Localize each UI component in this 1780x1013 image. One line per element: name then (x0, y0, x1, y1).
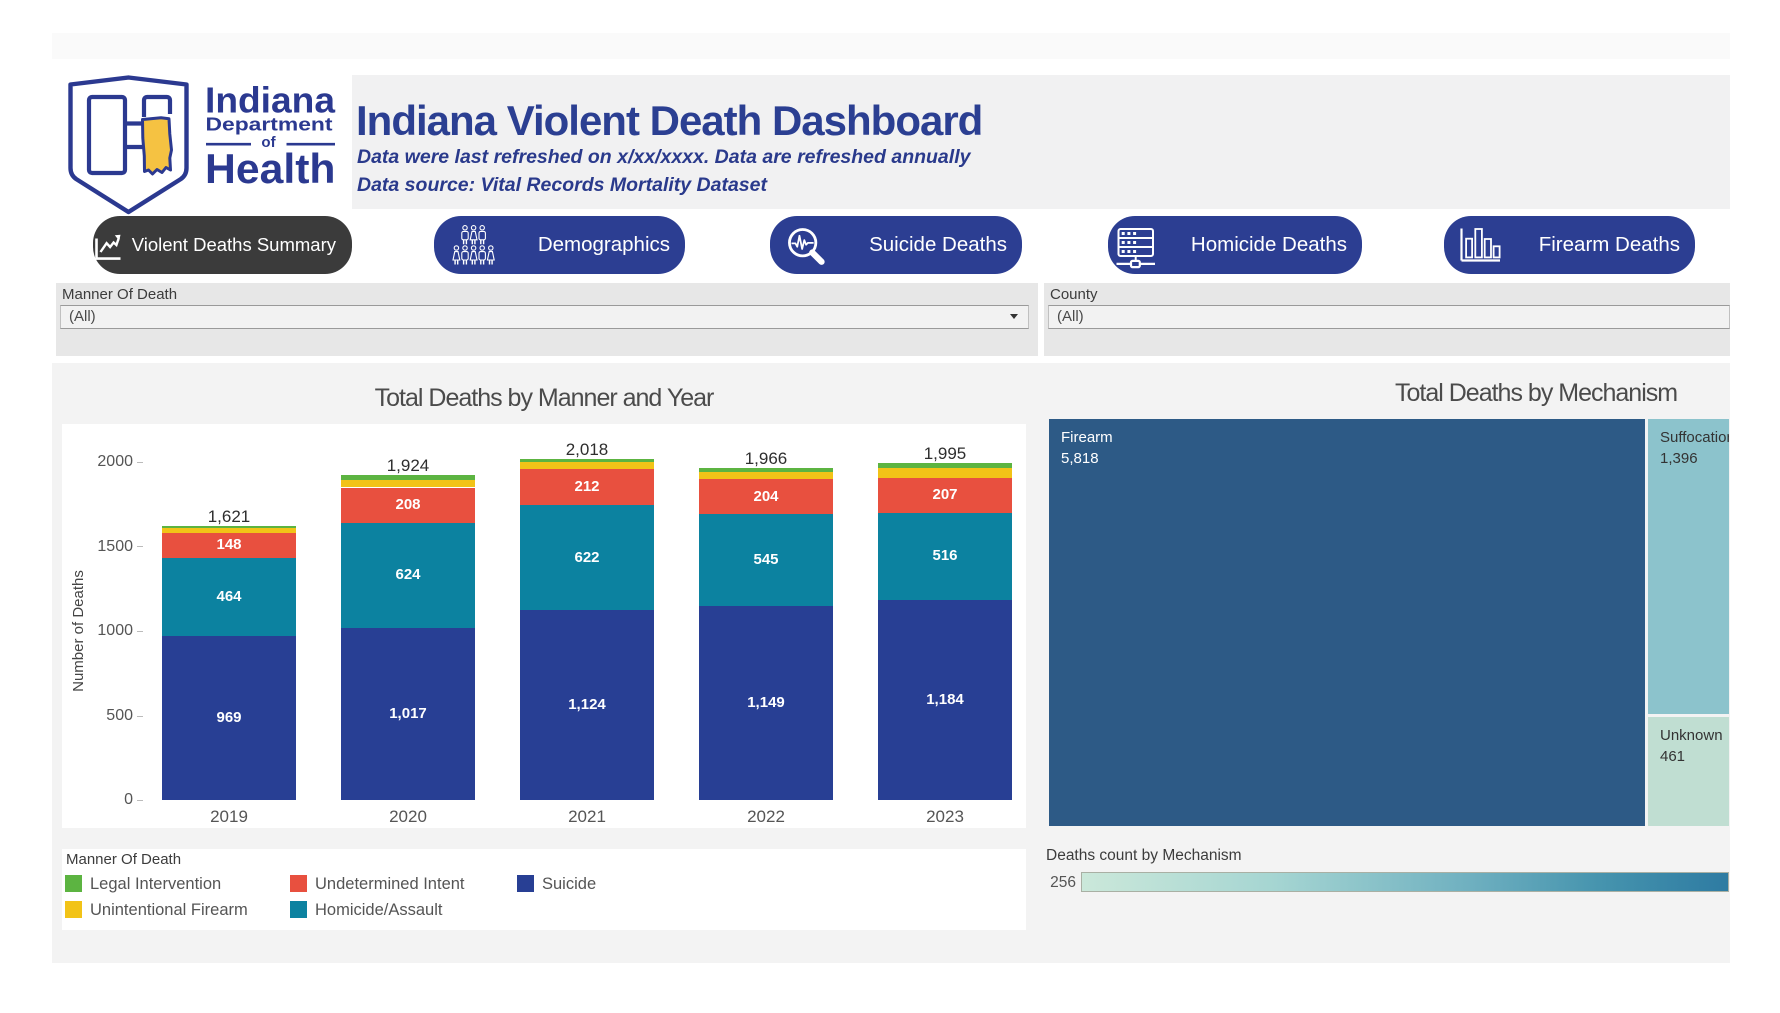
svg-text:Indiana: Indiana (205, 79, 336, 120)
svg-text:Department: Department (206, 114, 333, 135)
svg-text:of: of (261, 134, 276, 151)
svg-text:Health: Health (205, 145, 336, 192)
